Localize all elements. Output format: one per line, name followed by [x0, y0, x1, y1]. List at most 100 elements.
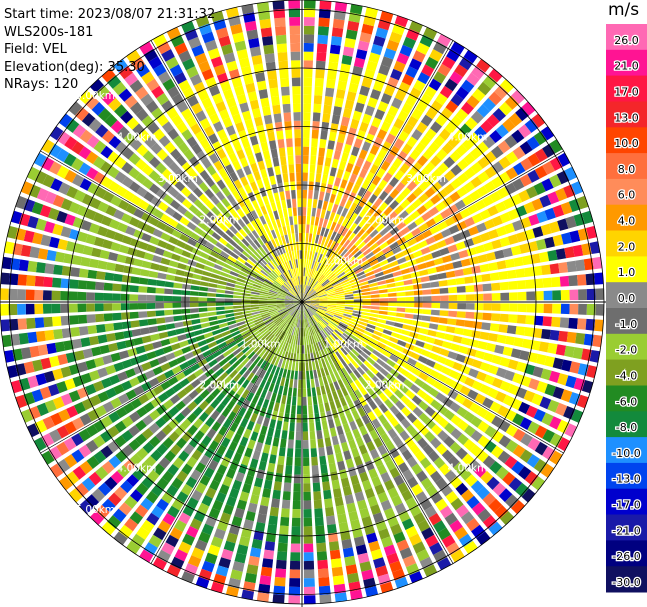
velocity-bin [114, 486, 128, 500]
velocity-bin [330, 363, 337, 373]
velocity-bin [383, 48, 397, 60]
velocity-bin [186, 525, 199, 538]
velocity-bin [28, 184, 41, 198]
velocity-bin [304, 267, 308, 277]
velocity-bin [180, 186, 192, 198]
velocity-bin [285, 303, 294, 306]
velocity-bin [293, 302, 302, 305]
velocity-bin [288, 361, 293, 371]
velocity-bin [405, 389, 416, 400]
velocity-bin [479, 263, 490, 273]
velocity-bin [516, 280, 527, 290]
velocity-bin [302, 327, 304, 337]
velocity-bin [253, 530, 264, 541]
velocity-bin [270, 286, 279, 292]
velocity-bin [255, 367, 263, 377]
velocity-bin [233, 305, 242, 309]
velocity-bin [337, 360, 344, 369]
velocity-bin [182, 58, 195, 71]
velocity-bin [136, 526, 150, 540]
velocity-bin [510, 193, 523, 206]
velocity-bin [290, 308, 297, 316]
velocity-bin [266, 276, 274, 283]
velocity-bin [215, 27, 229, 39]
velocity-bin [409, 571, 423, 584]
velocity-bin [246, 212, 254, 222]
velocity-bin [27, 375, 39, 389]
velocity-bin [101, 215, 113, 227]
velocity-bin [17, 274, 27, 286]
velocity-bin [371, 302, 380, 306]
velocity-bin [304, 0, 316, 9]
velocity-bin [357, 93, 368, 105]
velocity-bin [470, 430, 483, 443]
velocity-bin [152, 557, 167, 571]
velocity-bin [319, 455, 327, 466]
velocity-bin [328, 61, 339, 72]
velocity-bin [238, 241, 247, 250]
velocity-bin [278, 264, 285, 273]
velocity-bin [474, 199, 486, 211]
velocity-bin [431, 250, 442, 259]
velocity-bin [303, 68, 313, 78]
velocity-bin [79, 129, 93, 144]
velocity-bin [227, 379, 237, 389]
velocity-bin [275, 200, 282, 211]
velocity-bin [113, 362, 125, 372]
velocity-bin [286, 316, 293, 324]
velocity-bin [198, 307, 208, 313]
velocity-bin [269, 140, 277, 150]
velocity-bin [326, 515, 336, 526]
velocity-bin [573, 377, 586, 391]
velocity-bin [241, 345, 251, 354]
velocity-bin [350, 382, 358, 392]
velocity-bin [221, 197, 231, 208]
velocity-bin [440, 484, 453, 497]
velocity-bin [295, 276, 299, 286]
velocity-bin [332, 265, 341, 273]
velocity-bin [532, 366, 544, 378]
velocity-bin [308, 277, 313, 287]
velocity-bin [299, 319, 301, 328]
velocity-bin [338, 521, 349, 532]
velocity-bin [428, 352, 439, 361]
velocity-bin [285, 315, 292, 323]
velocity-bin [203, 265, 214, 272]
velocity-bin [321, 318, 329, 325]
velocity-bin [335, 269, 344, 277]
velocity-bin [176, 491, 189, 504]
velocity-bin [565, 375, 577, 389]
velocity-bin [304, 258, 307, 268]
velocity-bin [387, 292, 397, 297]
velocity-bin [542, 429, 555, 443]
velocity-bin [307, 318, 312, 327]
velocity-bin [447, 244, 458, 253]
velocity-bin [85, 439, 99, 453]
velocity-bin [46, 249, 57, 262]
velocity-bin [329, 541, 340, 551]
velocity-bin [294, 309, 299, 318]
velocity-bin [392, 270, 402, 277]
velocity-bin [360, 231, 369, 241]
velocity-bin [43, 221, 56, 234]
velocity-bin [278, 227, 284, 237]
velocity-bin [417, 355, 428, 364]
velocity-bin [82, 245, 94, 256]
velocity-bin [199, 118, 211, 130]
velocity-bin [358, 340, 367, 348]
velocity-bin [439, 247, 450, 256]
velocity-bin [225, 7, 239, 18]
velocity-bin [107, 515, 122, 529]
velocity-bin [222, 476, 233, 487]
velocity-bin [304, 8, 316, 18]
velocity-bin [552, 234, 564, 247]
velocity-bin [325, 312, 334, 318]
velocity-bin [305, 309, 310, 318]
velocity-bin [132, 468, 145, 481]
velocity-bin [318, 294, 327, 298]
velocity-bin [431, 424, 443, 436]
velocity-bin [379, 259, 389, 267]
velocity-bin [425, 236, 436, 245]
velocity-bin [114, 263, 125, 273]
